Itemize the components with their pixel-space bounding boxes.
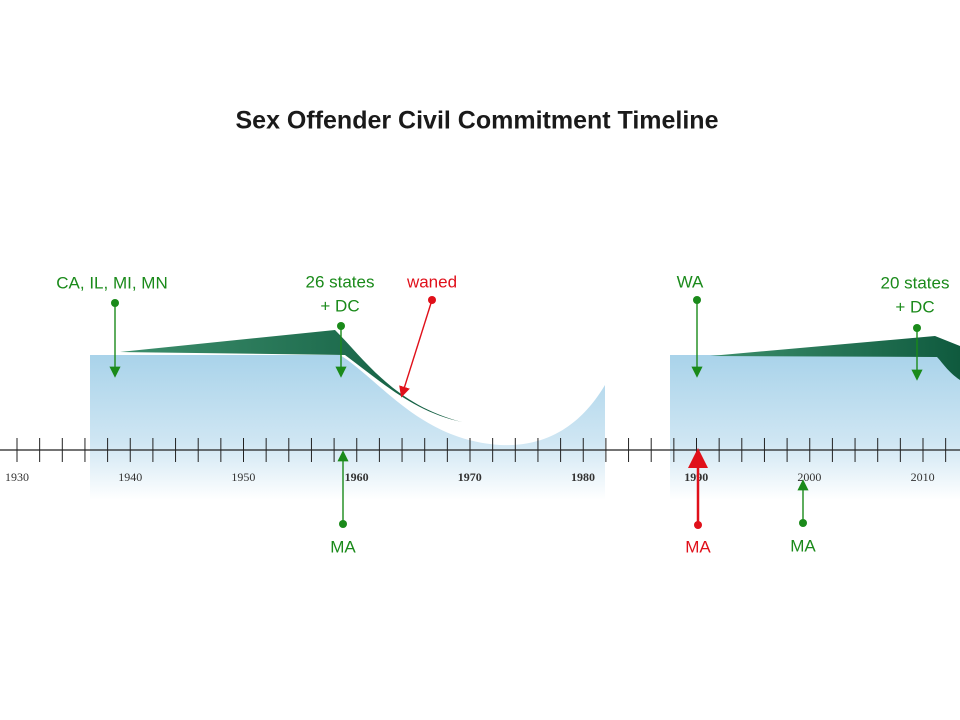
era-wedge — [120, 330, 462, 422]
year-label: 1980 — [571, 470, 595, 484]
year-label: 1930 — [5, 470, 29, 484]
year-label: 1950 — [231, 470, 255, 484]
annotation-dot — [799, 519, 807, 527]
year-label: 2010 — [911, 470, 935, 484]
annotation-label: MA — [790, 536, 816, 555]
era-background — [90, 355, 605, 500]
annotation-dot — [111, 299, 119, 307]
annotation-dot — [693, 296, 701, 304]
annotation-label: + DC — [320, 296, 359, 315]
annotation-arrow — [399, 299, 433, 398]
axis-labels: 1930 1940 1950 1960 1970 1980 1990 2000 2010 — [5, 470, 935, 484]
annotation-label: 20 states — [881, 273, 950, 292]
era-background — [670, 355, 960, 500]
title: Sex Offender Civil Commitment Timeline — [236, 107, 719, 135]
annotation-dot — [428, 296, 436, 304]
era-wedge — [710, 336, 960, 380]
year-label: 1970 — [458, 470, 482, 484]
year-label: 1940 — [118, 470, 142, 484]
annotation-label: waned — [406, 272, 457, 291]
annotation-label: 26 states — [306, 272, 375, 291]
year-label: 1990 — [684, 470, 708, 484]
annotation-label: CA, IL, MI, MN — [56, 273, 167, 292]
annotation-dot — [337, 322, 345, 330]
annotations: CA, IL, MI, MN 26 states + DC waned WA 20 sta… — [56, 272, 949, 556]
annotation-label: MA — [685, 537, 711, 556]
annotation-label: WA — [677, 272, 704, 291]
axis-ticks — [16, 438, 947, 462]
annotation-label: MA — [330, 537, 356, 556]
annotation-dot — [913, 324, 921, 332]
annotation-dot — [694, 521, 702, 529]
annotation-dot — [339, 520, 347, 528]
annotation-label: + DC — [895, 297, 934, 316]
year-label: 1960 — [345, 470, 369, 484]
year-label: 2000 — [797, 470, 821, 484]
